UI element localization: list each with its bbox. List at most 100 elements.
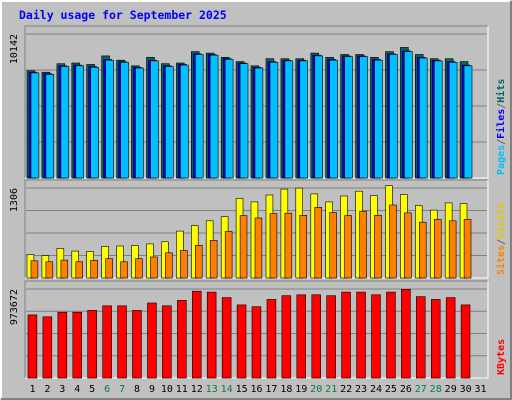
bar-pages-day-9 (150, 60, 159, 179)
bar-pages-day-25 (389, 54, 398, 179)
bar-sites-day-14 (224, 231, 233, 279)
x-tick-label-day-27: 27 (415, 384, 427, 395)
bar-pages-day-26 (404, 51, 413, 179)
bar-pages-day-10 (165, 66, 174, 179)
bar-pages-day-6 (105, 59, 114, 179)
bar-kbytes-day-30 (460, 304, 471, 379)
bar-kbytes-day-23 (356, 291, 366, 379)
bar-sites-day-28 (433, 219, 442, 279)
bar-pages-day-3 (60, 66, 70, 179)
bar-sites-day-21 (329, 212, 337, 279)
x-tick-label-day-13: 13 (206, 384, 218, 395)
bar-pages-day-23 (359, 56, 368, 179)
x-tick-label-day-29: 29 (445, 384, 457, 395)
legend-kbytes: KBytes (496, 339, 507, 375)
x-tick-label-day-2: 2 (44, 384, 50, 395)
bar-sites-day-10 (165, 252, 173, 279)
bar-kbytes-day-26 (401, 288, 411, 379)
bar-kbytes-day-27 (415, 296, 426, 379)
x-tick-label-day-5: 5 (89, 384, 95, 395)
bar-kbytes-day-25 (386, 291, 396, 379)
x-tick-label-day-8: 8 (134, 384, 140, 395)
x-tick-label-day-19: 19 (295, 384, 307, 395)
bar-pages-day-20 (314, 55, 323, 179)
bar-sites-day-11 (180, 250, 188, 279)
panel-kbytes: 973672 (9, 280, 489, 379)
bar-sites-day-20 (314, 207, 322, 279)
bar-pages-day-2 (45, 74, 55, 179)
bar-pages-day-7 (120, 61, 129, 179)
legend-entry-: / (496, 139, 507, 145)
x-tick-label-day-18: 18 (280, 384, 292, 395)
x-tick-label-day-26: 26 (400, 384, 412, 395)
bar-pages-day-1 (30, 72, 40, 179)
bar-kbytes-day-14 (221, 297, 232, 379)
y-max-tick-label: 1306 (9, 188, 20, 212)
bar-sites-day-9 (150, 256, 158, 279)
panels-layer: 10142 1306 973672 (9, 25, 489, 379)
bar-pages-day-14 (224, 59, 234, 179)
legend-visits: Sites/Visits (495, 203, 507, 275)
bar-kbytes-day-17 (266, 299, 277, 379)
bar-kbytes-day-3 (57, 311, 68, 379)
x-tick-label-day-14: 14 (221, 384, 233, 395)
bar-kbytes-day-2 (42, 316, 53, 379)
bar-pages-day-11 (180, 64, 189, 179)
bar-kbytes-day-7 (117, 305, 127, 379)
legend-entry-: / (496, 239, 507, 245)
bar-kbytes-day-22 (341, 291, 351, 379)
bar-kbytes-day-24 (371, 294, 381, 379)
bar-kbytes-day-18 (281, 295, 292, 379)
bar-kbytes-day-5 (87, 310, 97, 379)
bar-sites-day-22 (344, 215, 352, 279)
bar-pages-day-17 (269, 61, 279, 179)
bar-sites-day-3 (60, 259, 69, 279)
x-tick-label-day-28: 28 (430, 384, 442, 395)
panel-hits: 10142 (9, 25, 489, 179)
chart-title: Daily usage for September 2025 (19, 8, 227, 22)
y-max-tick-label: 973672 (9, 289, 20, 325)
y-max-tick-label: 10142 (9, 34, 20, 64)
bar-sites-day-13 (209, 240, 218, 279)
bar-pages-day-18 (284, 60, 294, 179)
bar-pages-day-22 (344, 56, 353, 179)
x-tick-label-day-9: 9 (149, 384, 155, 395)
bar-kbytes-day-8 (132, 310, 142, 379)
bar-sites-day-2 (45, 261, 54, 279)
bar-sites-day-26 (404, 212, 412, 279)
x-tick-label-day-12: 12 (191, 384, 203, 395)
bar-sites-day-5 (90, 260, 98, 279)
bar-sites-day-8 (135, 258, 143, 279)
bar-pages-day-29 (448, 61, 458, 179)
x-axis-day-labels: 1 2 3 4 5 6 7 8 9 10 11 12 13 14 15 16 17 18 19 20 21 22 23 24 2… (29, 384, 486, 395)
x-tick-label-day-17: 17 (265, 384, 277, 395)
bar-sites-day-15 (239, 215, 248, 279)
legend-entry-hits: Hits (495, 79, 507, 103)
x-tick-label-day-23: 23 (355, 384, 367, 395)
bar-pages-day-30 (463, 65, 473, 179)
bar-kbytes-day-29 (445, 297, 456, 379)
bar-kbytes-day-19 (296, 294, 306, 379)
x-tick-label-day-11: 11 (176, 384, 188, 395)
legend-entry-sites: Sites (495, 245, 507, 275)
bar-kbytes-day-10 (162, 305, 172, 379)
bar-sites-day-4 (75, 261, 84, 279)
bar-pages-day-19 (299, 60, 308, 179)
legend-hits: Pages/Files/Hits (495, 79, 507, 175)
x-tick-label-day-24: 24 (370, 384, 382, 395)
bar-kbytes-day-12 (192, 290, 202, 379)
bar-sites-day-12 (195, 245, 203, 279)
bar-sites-day-1 (30, 260, 39, 279)
x-tick-label-day-22: 22 (340, 384, 352, 395)
legend-entry-pages: Pages (496, 145, 507, 175)
bar-pages-day-4 (75, 65, 85, 179)
bar-pages-day-13 (209, 54, 219, 179)
bar-pages-day-16 (254, 67, 264, 179)
bar-sites-day-6 (105, 258, 113, 279)
panel-border-shadow (24, 179, 488, 278)
bar-kbytes-day-9 (147, 302, 157, 379)
bar-sites-day-23 (359, 210, 367, 279)
